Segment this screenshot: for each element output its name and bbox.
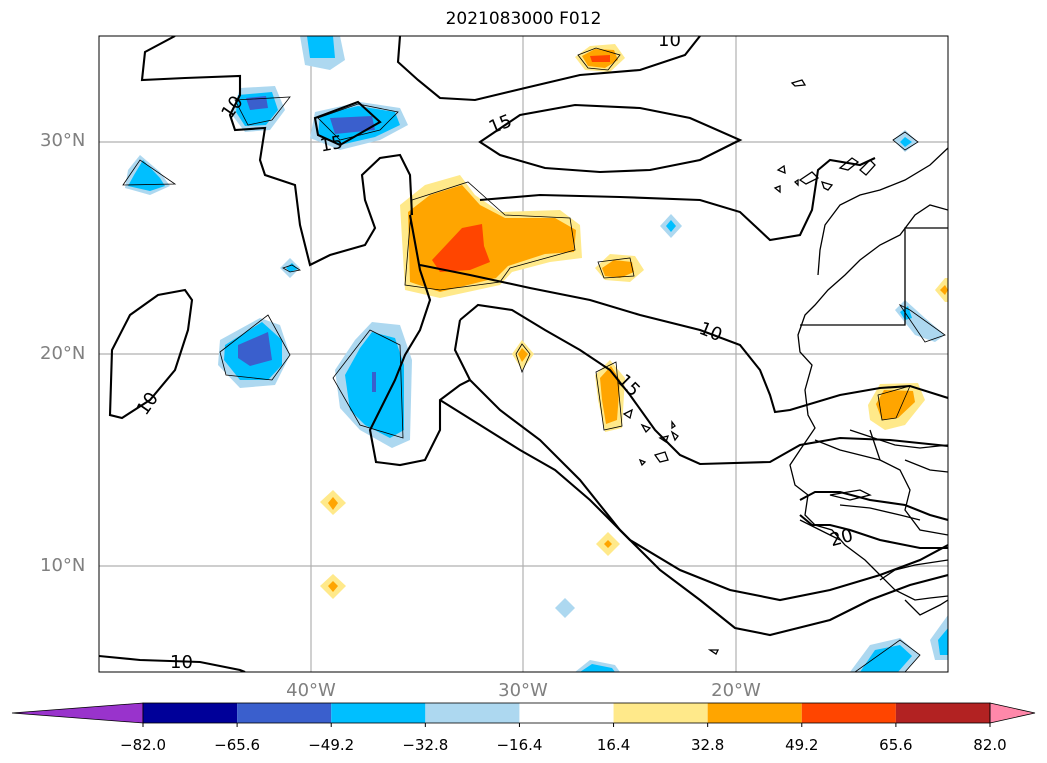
colorbar-segment <box>895 703 990 723</box>
coastlines <box>622 79 948 655</box>
lon-label: 40°W <box>286 680 336 701</box>
colorbar-segment <box>707 703 802 723</box>
colorbar-tick-label: 16.4 <box>596 736 631 754</box>
colorbar-extend-low <box>11 702 144 724</box>
colorbar-extend-high <box>989 702 1036 724</box>
colorbar-tick-label: −65.6 <box>214 736 261 754</box>
lat-label: 10°N <box>40 555 86 576</box>
plot-border <box>98 35 949 673</box>
contour-label: 10 <box>658 30 681 51</box>
lon-label: 30°W <box>498 680 548 701</box>
contour-label: 10 <box>170 652 193 673</box>
colorbar-segment <box>519 703 614 723</box>
colorbar-tick-label: 49.2 <box>785 736 819 754</box>
colorbar-tick-label: −16.4 <box>496 736 543 754</box>
colorbar-segment <box>425 703 520 723</box>
contour-labels: 10 10 15 15 10 15 10 20 10 <box>133 30 856 673</box>
lat-label: 30°N <box>40 130 86 151</box>
shading-outlines <box>122 47 946 672</box>
colorbar-tick-label: −49.2 <box>308 736 355 754</box>
lat-label: 20°N <box>40 343 86 364</box>
contour-lines <box>99 36 948 672</box>
colorbar-tick-label: 32.8 <box>690 736 725 754</box>
positive-anomaly-shading <box>320 44 948 599</box>
map-title: 2021083000 F012 <box>445 9 602 29</box>
colorbar-tick-label: 82.0 <box>973 736 1007 754</box>
lon-label: 20°W <box>711 680 761 701</box>
colorbar-border <box>142 702 991 724</box>
colorbar-tick-label: −82.0 <box>120 736 166 754</box>
colorbar-tick-label: −32.8 <box>402 736 449 754</box>
colorbar-tick-label: 65.6 <box>879 736 913 754</box>
colorbar-segment <box>331 703 426 723</box>
contour-label: 15 <box>318 132 344 157</box>
colorbar-segment <box>801 703 896 723</box>
colorbar-segment <box>143 703 238 723</box>
colorbar-segment <box>237 703 332 723</box>
colorbar <box>11 702 1036 727</box>
colorbar-segment <box>613 703 708 723</box>
